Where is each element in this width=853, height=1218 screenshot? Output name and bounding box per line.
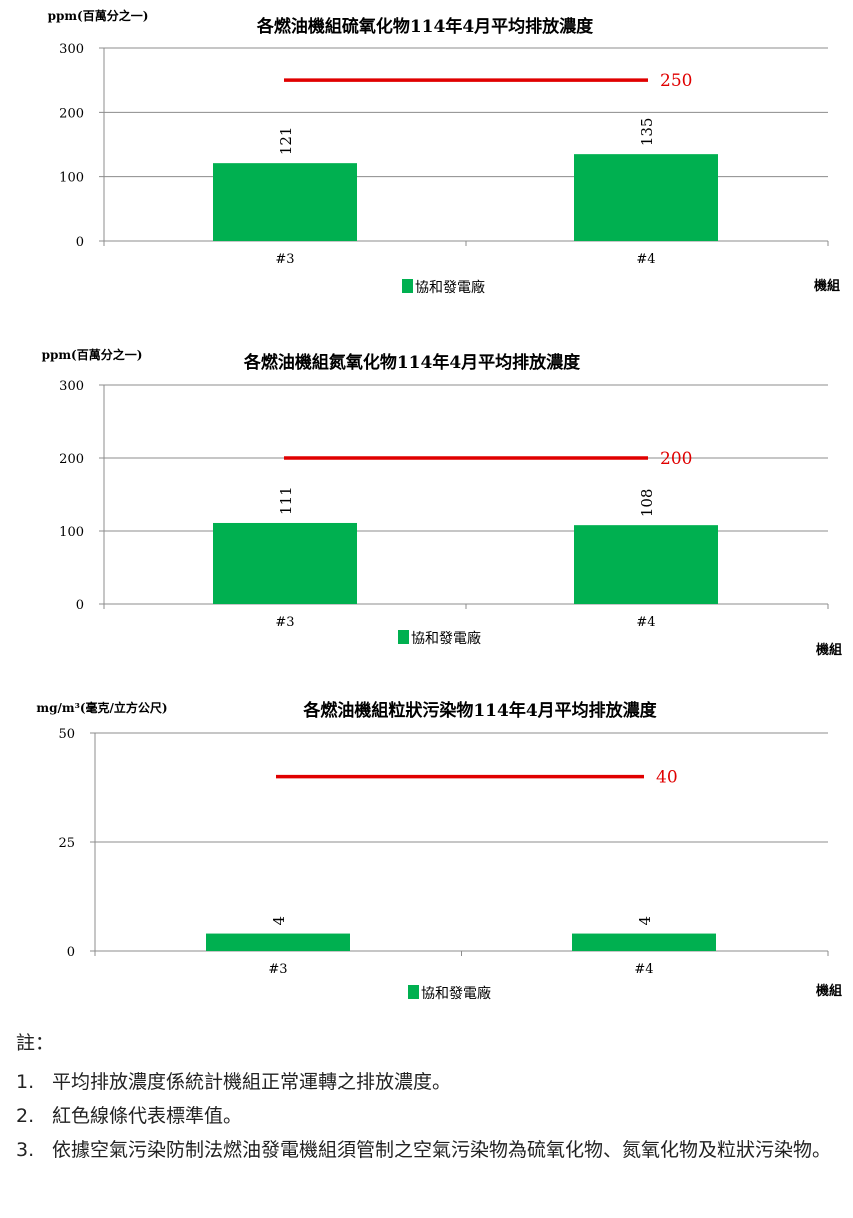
standard-value-label: 40 <box>656 768 678 788</box>
bar <box>574 154 718 241</box>
bar-value-label: 4 <box>636 916 654 926</box>
y-axis-label: ppm(百萬分之一) <box>42 347 143 362</box>
chart-title: 各燃油機組硫氧化物114年4月平均排放濃度 <box>256 16 594 37</box>
note-text: 紅色線條代表標準值。 <box>52 1105 243 1127</box>
nox-chart-svg: 各燃油機組氮氧化物114年4月平均排放濃度 ppm(百萬分之一) 機組 0 100 200… <box>42 347 842 658</box>
bar-value-label: 121 <box>277 127 295 156</box>
legend-swatch <box>402 279 413 293</box>
legend-label: 協和發電廠 <box>415 279 485 296</box>
bar <box>206 933 350 951</box>
bar-value-label: 111 <box>277 486 295 515</box>
x-axis-label: 機組 <box>814 278 840 294</box>
bar <box>213 163 357 241</box>
x-tick-label: #4 <box>636 252 655 267</box>
note-number: 1. <box>16 1071 35 1093</box>
legend-label: 協和發電廠 <box>421 985 491 1002</box>
x-axis-label: 機組 <box>816 983 842 999</box>
note-text: 依據空氣污染防制法燃油發電機組須管制之空氣污染物為硫氧化物、氮氧化物及粒狀污染物… <box>52 1139 832 1161</box>
notes-list: 1. 平均排放濃度係統計機組正常運轉之排放濃度。 2. 紅色線條代表標準值。 3. 依… <box>16 1065 846 1167</box>
note-item: 1. 平均排放濃度係統計機組正常運轉之排放濃度。 <box>16 1065 846 1099</box>
legend-swatch <box>408 985 419 999</box>
legend-swatch <box>398 630 409 644</box>
note-item: 2. 紅色線條代表標準值。 <box>16 1099 846 1133</box>
standard-value-label: 250 <box>660 71 692 91</box>
sox-chart: 各燃油機組硫氧化物114年4月平均排放濃度 ppm(百萬分之一) 機組 0 100 200… <box>0 0 853 320</box>
sox-chart-svg: 各燃油機組硫氧化物114年4月平均排放濃度 ppm(百萬分之一) 機組 0 100 200… <box>48 8 840 296</box>
y-tick-label: 50 <box>58 727 75 742</box>
standard-value-label: 200 <box>660 449 692 469</box>
y-tick-label: 200 <box>59 106 84 121</box>
notes-section: 註： 1. 平均排放濃度係統計機組正常運轉之排放濃度。 2. 紅色線條代表標準值。 … <box>16 1028 846 1167</box>
y-tick-label: 100 <box>59 171 84 186</box>
bar-value-label: 108 <box>638 489 656 518</box>
y-tick-label: 0 <box>67 945 75 960</box>
y-axis-label: ppm(百萬分之一) <box>48 8 149 23</box>
notes-heading: 註： <box>16 1032 55 1054</box>
y-tick-label: 0 <box>76 235 84 250</box>
note-number: 2. <box>16 1105 35 1127</box>
y-tick-label: 300 <box>59 42 84 57</box>
y-tick-label: 100 <box>59 525 84 540</box>
chart-title: 各燃油機組氮氧化物114年4月平均排放濃度 <box>243 352 581 373</box>
bar-value-label: 135 <box>638 118 656 147</box>
x-axis-label: 機組 <box>816 642 842 658</box>
y-tick-label: 300 <box>59 379 84 394</box>
y-tick-label: 25 <box>58 836 75 851</box>
y-tick-label: 0 <box>76 598 84 613</box>
x-tick-label: #3 <box>275 615 294 630</box>
y-axis-label: mg/m³(毫克/立方公尺) <box>36 700 167 715</box>
x-tick-label: #3 <box>268 962 287 977</box>
x-tick-label: #4 <box>636 615 655 630</box>
bar-value-label: 4 <box>270 916 288 926</box>
bar <box>572 933 716 951</box>
x-tick-label: #3 <box>275 252 294 267</box>
nox-chart: 各燃油機組氮氧化物114年4月平均排放濃度 ppm(百萬分之一) 機組 0 100 200… <box>0 340 853 670</box>
x-tick-label: #4 <box>634 962 653 977</box>
note-number: 3. <box>16 1139 35 1161</box>
y-tick-label: 200 <box>59 452 84 467</box>
bar <box>213 522 357 604</box>
pm-chart-svg: 各燃油機組粒狀污染物114年4月平均排放濃度 mg/m³(毫克/立方公尺) 機組 0 2… <box>36 700 842 1002</box>
legend-label: 協和發電廠 <box>411 630 481 647</box>
bar <box>574 525 718 604</box>
chart-title: 各燃油機組粒狀污染物114年4月平均排放濃度 <box>302 700 657 721</box>
pm-chart: 各燃油機組粒狀污染物114年4月平均排放濃度 mg/m³(毫克/立方公尺) 機組 0 2… <box>0 692 853 1022</box>
note-text: 平均排放濃度係統計機組正常運轉之排放濃度。 <box>52 1071 452 1093</box>
note-item: 3. 依據空氣污染防制法燃油發電機組須管制之空氣污染物為硫氧化物、氮氧化物及粒狀污… <box>16 1133 846 1167</box>
